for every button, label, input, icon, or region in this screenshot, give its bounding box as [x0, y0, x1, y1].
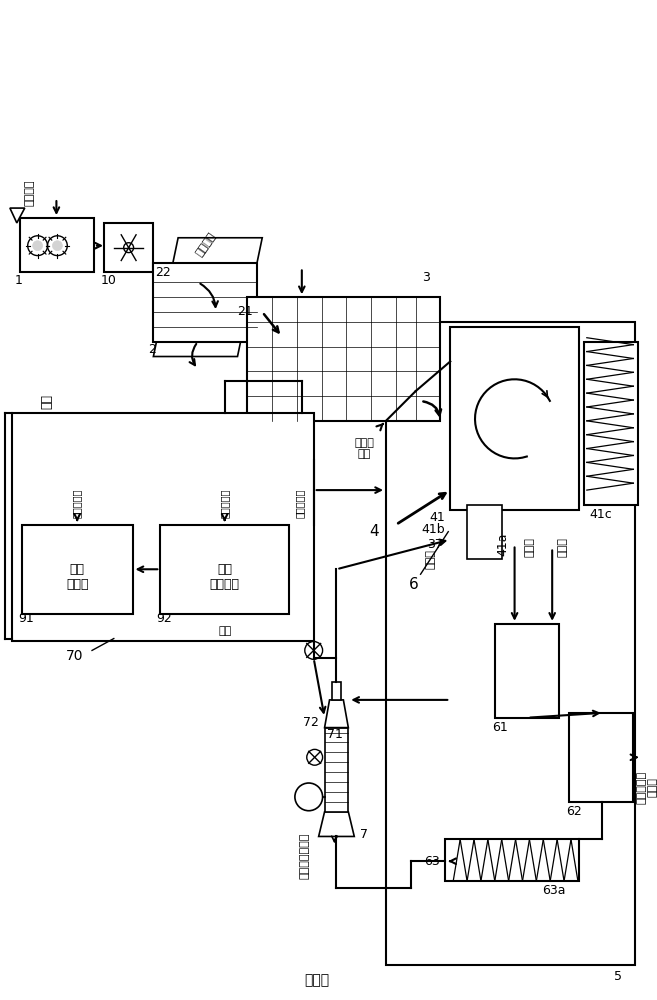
Text: 加热用蒸气: 加热用蒸气	[295, 488, 305, 518]
Circle shape	[33, 241, 43, 251]
Text: 10: 10	[101, 274, 117, 287]
Bar	[450, 327, 579, 510]
Text: 振动筛: 振动筛	[426, 549, 436, 569]
Circle shape	[53, 241, 62, 251]
Text: 61: 61	[492, 721, 508, 734]
Bar	[569, 713, 633, 802]
Text: 91: 91	[18, 612, 34, 625]
Text: 投入至塑料
燃烧炉: 投入至塑料 燃烧炉	[637, 770, 657, 804]
Text: 1: 1	[15, 274, 23, 287]
Text: 干燥物
排出: 干燥物 排出	[354, 438, 374, 459]
Text: 41: 41	[430, 511, 445, 524]
Text: 7: 7	[360, 828, 368, 841]
Text: 5: 5	[614, 970, 622, 983]
Text: 大粒物: 大粒物	[524, 538, 534, 557]
Bar	[153, 263, 258, 342]
Text: 41b: 41b	[422, 523, 445, 536]
Text: 72: 72	[303, 716, 319, 729]
Bar	[20, 218, 94, 272]
Text: 70: 70	[66, 649, 83, 663]
Text: 63a: 63a	[543, 884, 566, 897]
Text: 来自凹坑: 来自凹坑	[25, 180, 35, 206]
Bar	[495, 624, 559, 718]
Bar	[12, 413, 313, 641]
Text: 41a: 41a	[496, 533, 509, 556]
Text: 6: 6	[409, 577, 419, 592]
Bar	[467, 505, 502, 559]
Text: 发电机: 发电机	[66, 578, 89, 591]
Circle shape	[124, 243, 133, 253]
Bar	[22, 525, 133, 614]
Text: 4: 4	[369, 524, 379, 539]
Text: 63: 63	[424, 855, 440, 868]
Text: 排水: 排水	[218, 626, 231, 636]
Bar	[104, 223, 153, 272]
Text: 蒸气: 蒸气	[70, 563, 85, 576]
Bar	[386, 322, 635, 965]
Text: 37: 37	[428, 538, 443, 551]
Text: 小粒物: 小粒物	[557, 538, 567, 557]
Text: 发电用蒸气: 发电用蒸气	[72, 488, 82, 518]
Text: 92: 92	[156, 612, 172, 625]
Bar	[584, 342, 639, 505]
Text: 2: 2	[148, 343, 156, 356]
Text: 控制装置: 控制装置	[210, 578, 240, 591]
Bar	[332, 682, 342, 700]
Text: 排水: 排水	[40, 394, 53, 409]
Text: 22: 22	[156, 266, 171, 279]
Text: 62: 62	[566, 805, 582, 818]
Bar	[160, 525, 289, 614]
Text: 垃圾投入: 垃圾投入	[194, 231, 217, 258]
Text: 燃料（小粒物）: 燃料（小粒物）	[300, 833, 310, 879]
Text: 中装物: 中装物	[304, 973, 329, 987]
Bar	[248, 297, 440, 421]
Bar	[325, 728, 348, 812]
Text: 41c: 41c	[590, 508, 612, 521]
Text: 71: 71	[327, 728, 342, 741]
Text: 蒸气: 蒸气	[217, 563, 232, 576]
Text: 加热用蒸气: 加热用蒸气	[219, 488, 230, 518]
Text: 21: 21	[238, 305, 254, 318]
Bar	[445, 839, 579, 881]
Text: 3: 3	[422, 271, 430, 284]
